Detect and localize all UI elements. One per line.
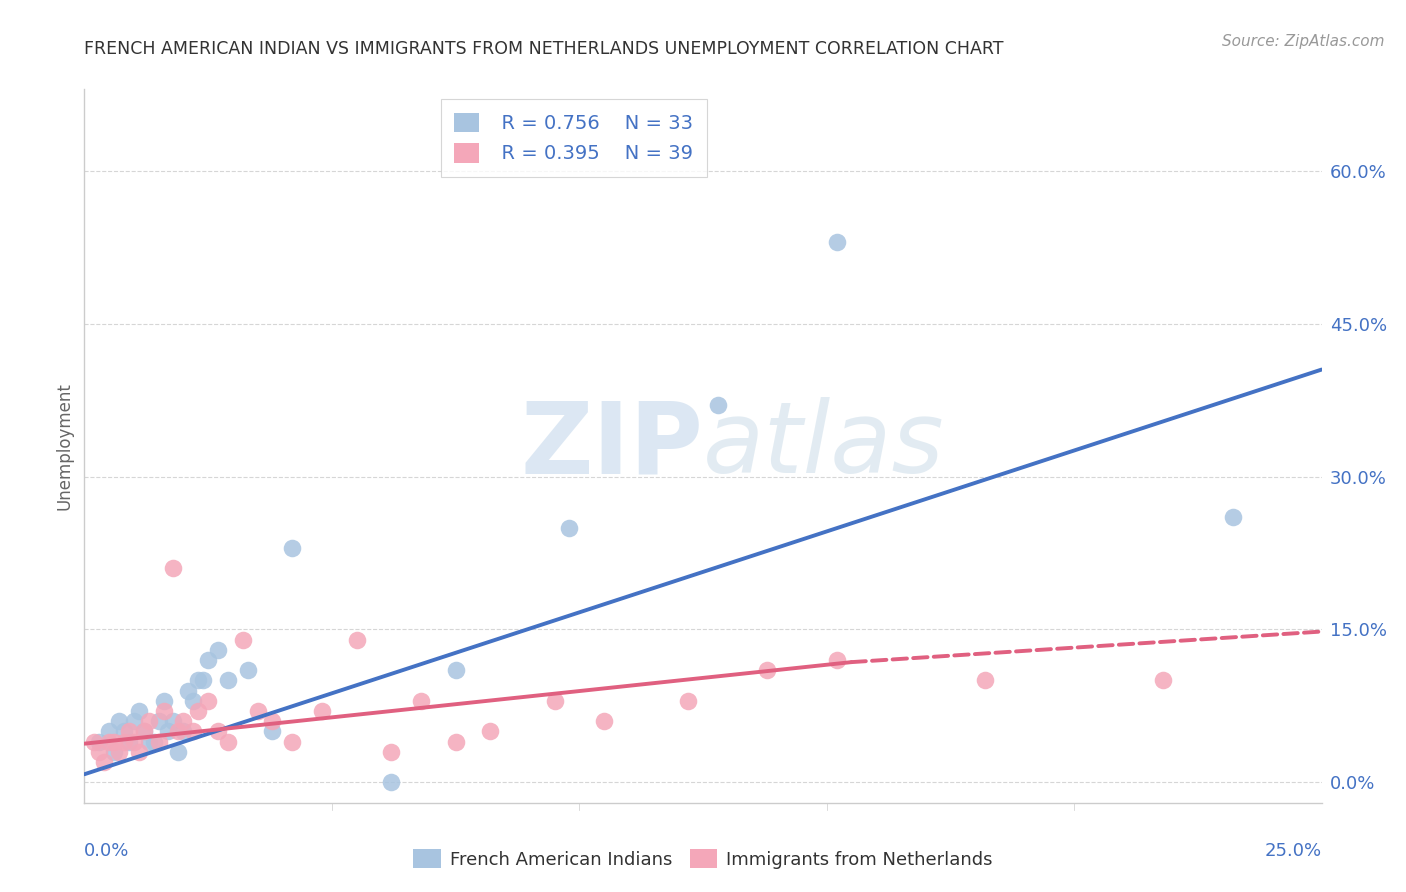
Point bbox=[187, 704, 209, 718]
Point bbox=[138, 734, 160, 748]
Point bbox=[128, 745, 150, 759]
Point bbox=[409, 694, 432, 708]
Point bbox=[93, 755, 115, 769]
Text: 0.0%: 0.0% bbox=[84, 841, 129, 860]
Point bbox=[103, 734, 125, 748]
Point bbox=[825, 653, 848, 667]
Point bbox=[108, 714, 131, 729]
Point bbox=[676, 694, 699, 708]
Point bbox=[148, 734, 170, 748]
Point bbox=[162, 561, 184, 575]
Point bbox=[262, 714, 284, 729]
Point bbox=[122, 714, 145, 729]
Text: 25.0%: 25.0% bbox=[1264, 841, 1322, 860]
Point bbox=[281, 541, 304, 555]
Point bbox=[197, 694, 219, 708]
Point bbox=[558, 520, 581, 534]
Point bbox=[89, 745, 111, 759]
Point bbox=[112, 724, 135, 739]
Point bbox=[380, 775, 402, 789]
Point bbox=[118, 724, 141, 739]
Point bbox=[132, 724, 155, 739]
Point bbox=[167, 724, 190, 739]
Point bbox=[207, 724, 229, 739]
Point bbox=[157, 724, 180, 739]
Legend:   R = 0.756    N = 33,   R = 0.395    N = 39: R = 0.756 N = 33, R = 0.395 N = 39 bbox=[440, 99, 707, 177]
Point bbox=[152, 694, 174, 708]
Point bbox=[197, 653, 219, 667]
Point bbox=[167, 745, 190, 759]
Point bbox=[232, 632, 254, 647]
Point bbox=[162, 714, 184, 729]
Point bbox=[112, 734, 135, 748]
Point bbox=[444, 734, 467, 748]
Point bbox=[118, 734, 141, 748]
Point bbox=[444, 663, 467, 677]
Point bbox=[311, 704, 333, 718]
Point bbox=[974, 673, 997, 688]
Text: FRENCH AMERICAN INDIAN VS IMMIGRANTS FROM NETHERLANDS UNEMPLOYMENT CORRELATION C: FRENCH AMERICAN INDIAN VS IMMIGRANTS FRO… bbox=[84, 40, 1004, 58]
Text: atlas: atlas bbox=[703, 398, 945, 494]
Point bbox=[380, 745, 402, 759]
Text: Source: ZipAtlas.com: Source: ZipAtlas.com bbox=[1222, 34, 1385, 49]
Point bbox=[191, 673, 214, 688]
Y-axis label: Unemployment: Unemployment bbox=[55, 382, 73, 510]
Point bbox=[593, 714, 616, 729]
Point bbox=[1152, 673, 1174, 688]
Point bbox=[142, 734, 165, 748]
Point bbox=[262, 724, 284, 739]
Point bbox=[98, 724, 121, 739]
Point bbox=[152, 704, 174, 718]
Point bbox=[281, 734, 304, 748]
Point bbox=[756, 663, 779, 677]
Text: ZIP: ZIP bbox=[520, 398, 703, 494]
Point bbox=[1222, 510, 1244, 524]
Point bbox=[177, 683, 200, 698]
Point bbox=[172, 714, 194, 729]
Point bbox=[89, 734, 111, 748]
Point bbox=[181, 724, 204, 739]
Point bbox=[122, 734, 145, 748]
Point bbox=[207, 643, 229, 657]
Point bbox=[132, 724, 155, 739]
Point bbox=[128, 704, 150, 718]
Point bbox=[236, 663, 259, 677]
Point bbox=[479, 724, 502, 739]
Point bbox=[83, 734, 105, 748]
Point bbox=[246, 704, 269, 718]
Point bbox=[148, 714, 170, 729]
Point bbox=[108, 745, 131, 759]
Point bbox=[707, 398, 730, 412]
Point bbox=[98, 734, 121, 748]
Point bbox=[172, 724, 194, 739]
Point bbox=[187, 673, 209, 688]
Point bbox=[825, 235, 848, 249]
Point bbox=[217, 673, 239, 688]
Point bbox=[346, 632, 368, 647]
Point bbox=[217, 734, 239, 748]
Point bbox=[181, 694, 204, 708]
Point bbox=[138, 714, 160, 729]
Point bbox=[543, 694, 565, 708]
Point bbox=[103, 745, 125, 759]
